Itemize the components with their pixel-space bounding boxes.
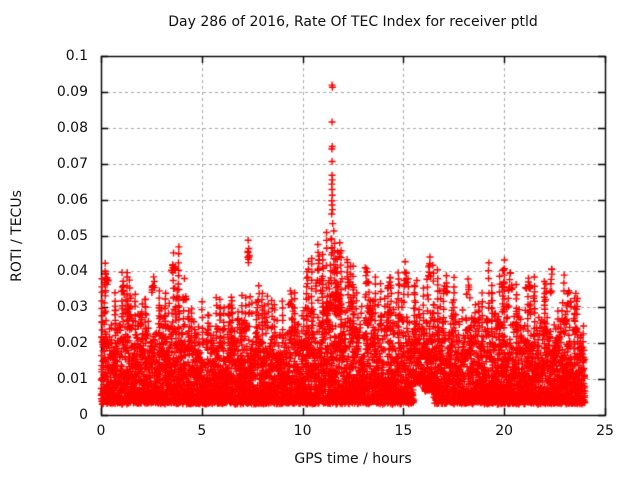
y-tick-label: 0.04 [56,263,88,280]
chart-title: Day 286 of 2016, Rate Of TEC Index for r… [168,14,538,30]
y-tick-label: 0.03 [56,299,88,316]
y-axis-title: ROTI / TECUs [9,190,25,282]
y-tick-label: 0.01 [56,371,88,388]
y-tick-label: 0.02 [56,335,88,352]
y-tick-label: 0 [79,407,88,423]
y-tick-label: 0.08 [56,119,88,136]
x-tick-label: 10 [293,423,312,439]
y-tick-label: 0.09 [56,83,88,100]
x-tick-label: 25 [596,423,614,439]
y-tick-label: 0.06 [56,191,88,208]
y-tick-label: 0.07 [56,155,88,172]
y-tick-label: 0.05 [56,227,88,244]
x-axis-title: GPS time / hours [294,451,412,467]
x-tick-label: 0 [96,423,106,439]
x-tick-label: 20 [495,423,514,439]
x-tick-label: 15 [394,423,413,439]
y-tick-label: 0.1 [65,48,88,64]
x-tick-label: 5 [197,423,207,439]
